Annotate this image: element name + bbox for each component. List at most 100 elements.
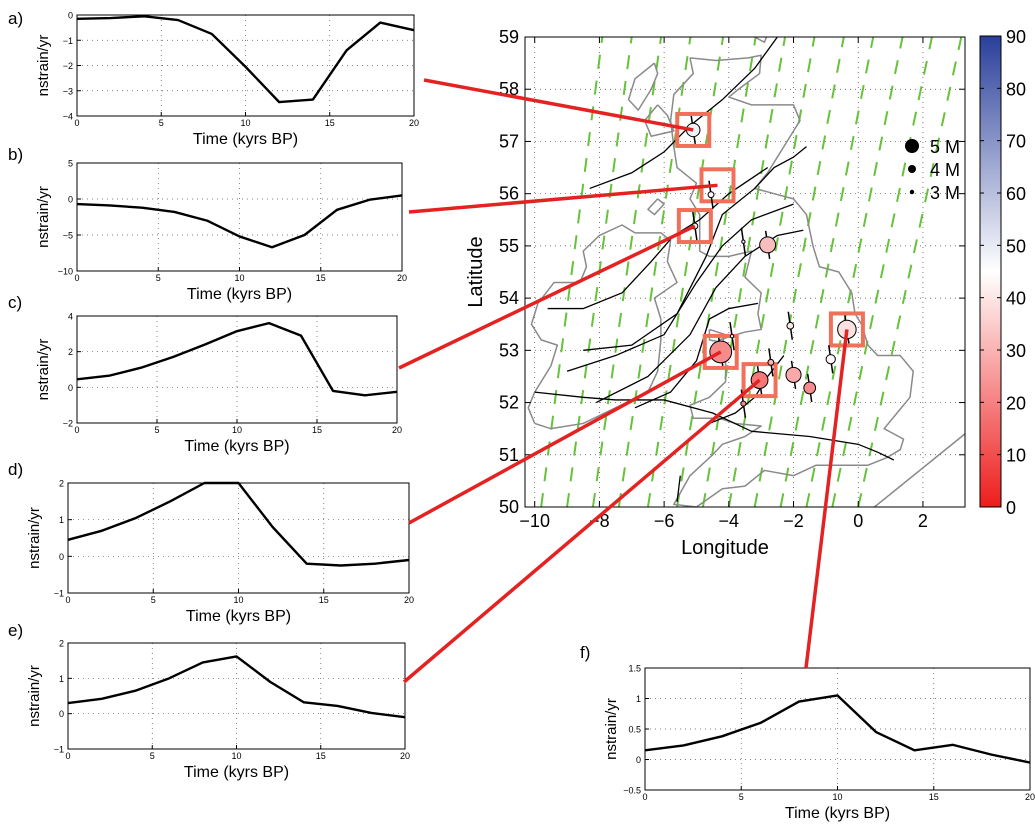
legend-marker [908, 165, 916, 173]
coastline [643, 104, 675, 137]
legend-label: 4 M [930, 160, 960, 180]
x-tick-label: 20 [404, 595, 414, 605]
strain-dash-line [779, 37, 875, 507]
y-axis-label: nstrain/yr [603, 698, 620, 760]
map-x-tick-label: −10 [519, 511, 550, 531]
strain-dash-line [591, 37, 663, 507]
y-tick-label: 0 [68, 383, 73, 393]
map-y-tick-label: 55 [499, 236, 519, 256]
panel-label-f: f) [580, 643, 590, 662]
map-x-tick-label: 0 [853, 511, 863, 531]
panel-label-d: d) [8, 460, 23, 479]
map-y-tick-label: 52 [499, 393, 519, 413]
series-line [67, 655, 406, 719]
series-line [644, 694, 1031, 764]
colorbar-tick-label: 30 [1006, 341, 1026, 361]
map-y-tick-label: 57 [499, 131, 519, 151]
y-tick-label: 0 [68, 195, 73, 205]
x-axis-label: Time (kyrs BP) [186, 608, 291, 625]
colorbar-tick-label: 90 [1006, 27, 1026, 47]
connector-line [408, 350, 722, 525]
earthquake-point [709, 340, 733, 364]
panel-b: b) 0 5 10 15 20 −10 −5 0 5 Time (kyrs BP) nstrain/y… [8, 145, 407, 303]
x-axis-label: Time (kyrs BP) [184, 438, 289, 455]
y-tick-label: −3 [63, 86, 73, 96]
x-axis-label: Time (kyrs BP) [785, 805, 890, 822]
map-x-tick-label: 2 [918, 511, 928, 531]
earthquake-point [741, 239, 746, 244]
contour-line [583, 146, 807, 351]
y-tick-label: −10 [58, 267, 73, 277]
strain-dash-line [857, 37, 963, 507]
contour-line [676, 475, 681, 502]
x-tick-label: 5 [156, 273, 161, 283]
x-tick-label: 0 [65, 751, 70, 761]
panel-a: a) 0 5 10 15 20 −4 −3 −2 −1 0 Time (kyrs BP) nstrain… [8, 9, 419, 148]
y-tick-label: −1 [63, 36, 73, 46]
earthquake-point [825, 354, 836, 365]
earthquake-point [785, 366, 802, 383]
x-tick-label: 10 [232, 425, 242, 435]
map-x-tick-label: −8 [589, 511, 610, 531]
coastline [527, 224, 678, 430]
y-tick-label: 0 [59, 709, 64, 719]
strain-dash-line [831, 37, 933, 507]
connector-line [408, 183, 718, 214]
legend-label: 3 M [930, 183, 960, 203]
y-tick-label: 1 [59, 674, 64, 684]
y-tick-label: 2 [68, 347, 73, 357]
colorbar-tick-label: 0 [1006, 498, 1016, 518]
strain-dash-line [753, 37, 845, 507]
x-tick-label: 0 [642, 792, 647, 802]
x-tick-label: 10 [240, 118, 250, 128]
connectors [398, 78, 849, 684]
map-y-tick-label: 53 [499, 340, 519, 360]
coastline [647, 198, 665, 216]
highlight-box [702, 333, 739, 370]
x-axis-label: Time (kyrs BP) [193, 131, 298, 148]
series-line [76, 15, 415, 104]
x-axis-label: Time (kyrs BP) [184, 764, 289, 781]
colorbar-tick-label: 40 [1006, 289, 1026, 309]
map-x-axis-label: Longitude [681, 537, 769, 559]
y-tick-label: 0.5 [628, 725, 641, 735]
map-content [525, 37, 965, 507]
strain-dash-line [676, 37, 757, 507]
x-tick-label: 20 [392, 425, 402, 435]
plot-frame [76, 162, 403, 272]
y-tick-label: −1 [54, 745, 64, 755]
map-x-tick-label: −6 [654, 511, 675, 531]
earthquake-point [729, 334, 735, 339]
x-tick-label: 5 [739, 792, 744, 802]
y-tick-label: −0.5 [623, 786, 641, 796]
x-tick-label: 20 [400, 751, 410, 761]
y-tick-label: 2 [59, 639, 64, 649]
earthquake-point [767, 358, 775, 366]
contour-line [566, 203, 794, 372]
map-y-tick-label: 59 [499, 27, 519, 47]
y-axis-label: nstrain/yr [35, 186, 52, 248]
x-tick-label: 0 [74, 118, 79, 128]
x-tick-label: 0 [65, 595, 70, 605]
y-tick-label: −4 [63, 112, 73, 122]
y-tick-label: −1 [54, 589, 64, 599]
x-tick-label: 15 [319, 595, 329, 605]
x-tick-label: 20 [397, 273, 407, 283]
series-line [76, 321, 398, 397]
y-axis-label: nstrain/yr [26, 665, 43, 727]
contour-line [547, 167, 769, 310]
y-tick-label: −2 [63, 419, 73, 429]
connector-line [402, 378, 761, 684]
colorbar: 0 10 20 30 40 50 60 70 80 90 [979, 27, 1026, 518]
map-x-tick-label: −2 [783, 511, 804, 531]
earthquake-point [786, 321, 795, 330]
x-tick-label: 5 [154, 425, 159, 435]
colorbar-tick-label: 20 [1006, 393, 1026, 413]
y-tick-label: −5 [63, 231, 73, 241]
y-tick-label: 1 [59, 515, 64, 525]
panel-label-a: a) [8, 9, 23, 28]
